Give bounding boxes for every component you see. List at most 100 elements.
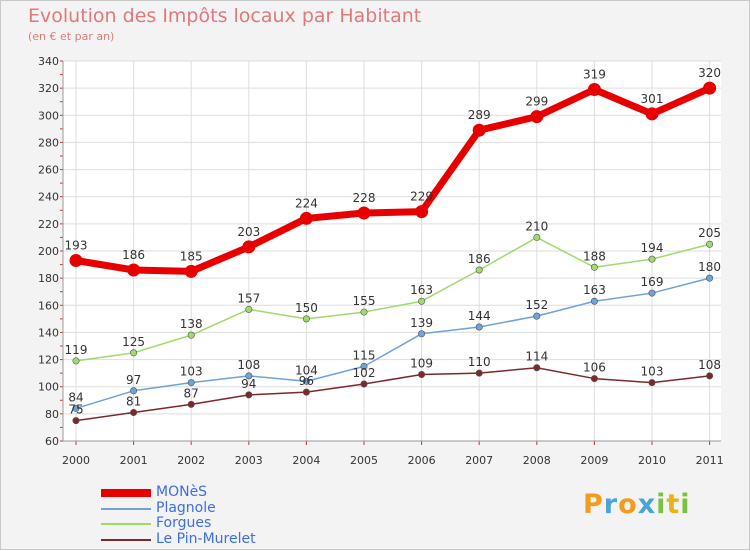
data-label: 94	[241, 377, 256, 391]
data-label: 75	[68, 403, 83, 417]
x-tick-label: 2000	[62, 454, 90, 467]
x-tick-label: 2001	[120, 454, 148, 467]
logo-letter: i	[680, 489, 691, 520]
data-point	[72, 404, 80, 412]
data-label: 103	[180, 365, 203, 379]
data-labels: 75 81 87 94 96 102 109 110 114 106 103 108 84 97 103 10…	[65, 66, 722, 417]
y-tick-label: 200	[38, 245, 59, 258]
data-label: 138	[180, 317, 203, 331]
data-point	[360, 380, 368, 388]
y-tick-label: 220	[38, 218, 59, 231]
data-label: 108	[237, 358, 260, 372]
data-point	[245, 391, 253, 399]
series-line-3	[75, 366, 710, 422]
data-label: 104	[295, 363, 318, 377]
data-point	[533, 364, 541, 372]
y-tick-label: 140	[38, 326, 59, 339]
data-label: 320	[698, 66, 721, 80]
data-point	[130, 387, 138, 395]
x-tick-label: 2006	[408, 454, 436, 467]
data-point	[130, 349, 138, 357]
data-label: 125	[122, 335, 145, 349]
data-point	[242, 240, 256, 254]
data-label: 205	[698, 226, 721, 240]
data-point	[590, 375, 598, 383]
legend-swatch	[101, 507, 151, 510]
data-label: 87	[184, 386, 199, 400]
gridlines	[63, 60, 721, 442]
data-point	[357, 206, 371, 220]
data-point	[72, 357, 80, 365]
x-tick-label: 2010	[638, 454, 666, 467]
axes: 60 80 100 120 140 160 180 200 220 240 260 280 300 320…	[38, 55, 724, 467]
data-label: 103	[641, 365, 664, 379]
data-label: 97	[126, 373, 141, 387]
data-label: 188	[583, 249, 606, 263]
data-point	[245, 372, 253, 380]
data-point	[302, 388, 310, 396]
series-line-2	[75, 236, 710, 362]
data-point	[127, 263, 141, 277]
data-point	[418, 297, 426, 305]
logo-letter: o	[618, 489, 638, 520]
data-label: 194	[641, 241, 664, 255]
series-lines	[69, 81, 717, 425]
data-label: 144	[468, 309, 491, 323]
data-label: 229	[410, 190, 433, 204]
data-label: 301	[641, 92, 664, 106]
data-label: 119	[65, 343, 88, 357]
data-label: 157	[237, 291, 260, 305]
y-tick-label: 300	[38, 109, 59, 122]
data-point	[706, 372, 714, 380]
legend-label: Le Pin-Murelet	[156, 530, 256, 547]
data-point	[299, 211, 313, 225]
y-tick-label: 60	[45, 435, 59, 448]
data-point	[645, 107, 659, 121]
legend-label: MONèS	[156, 484, 208, 500]
logo-letter: x	[637, 489, 657, 520]
data-point	[187, 331, 195, 339]
y-tick-label: 100	[38, 381, 59, 394]
data-label: 289	[468, 108, 491, 122]
logo-letter: i	[656, 489, 667, 520]
x-tick-label: 2008	[523, 454, 551, 467]
y-tick-label: 240	[38, 191, 59, 204]
data-point	[706, 274, 714, 282]
x-tick-label: 2007	[465, 454, 493, 467]
logo-letter: r	[603, 489, 619, 520]
data-label: 224	[295, 196, 318, 210]
data-label: 155	[353, 294, 376, 308]
legend-label: Plagnole	[156, 499, 216, 516]
y-tick-label: 320	[38, 82, 59, 95]
data-label: 96	[299, 374, 314, 388]
data-point	[69, 254, 83, 267]
y-tick-label: 80	[45, 408, 59, 421]
data-point	[648, 255, 656, 263]
legend-swatch	[101, 538, 151, 541]
data-label: 150	[295, 301, 318, 315]
data-label: 110	[468, 355, 491, 369]
data-label: 186	[468, 252, 491, 266]
y-tick-label: 340	[38, 55, 59, 68]
data-point	[533, 312, 541, 320]
data-label: 84	[68, 390, 83, 404]
x-tick-label: 2009	[580, 454, 608, 467]
data-point	[187, 400, 195, 408]
y-tick-label: 180	[38, 272, 59, 285]
series-line-1	[75, 277, 710, 410]
chart-title: Evolution des Impôts locaux par Habitant	[28, 5, 422, 27]
y-tick-label: 280	[38, 136, 59, 149]
x-tick-label: 2011	[696, 454, 724, 467]
data-label: 163	[583, 283, 606, 297]
data-label: 152	[525, 298, 548, 312]
data-label: 102	[353, 366, 376, 380]
logo-letter: t	[666, 489, 681, 520]
y-tick-label: 160	[38, 299, 59, 312]
series-line-0	[75, 84, 712, 275]
legend-swatch	[101, 523, 151, 525]
data-label: 108	[698, 358, 721, 372]
data-point	[648, 379, 656, 387]
data-label: 106	[583, 361, 606, 375]
